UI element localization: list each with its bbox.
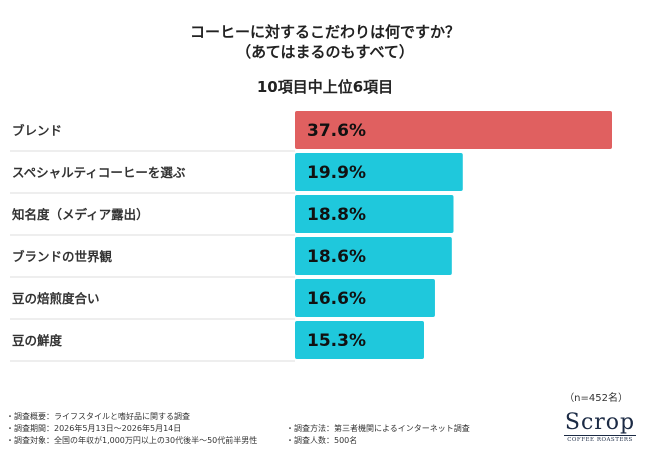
value-label: 37.6% [307, 121, 366, 141]
brand-logo: Scrop COFFEE ROASTERS [560, 412, 640, 446]
brand-logo-tagline: COFFEE ROASTERS [564, 435, 636, 443]
value-label: 16.6% [307, 289, 366, 309]
survey-note: ・調査方法：第三者機関によるインターネット調査 [286, 424, 470, 433]
value-label: 19.9% [307, 163, 366, 183]
bar [295, 237, 452, 275]
category-label: 豆の鮮度 [12, 333, 63, 348]
category-label: ブレンド [12, 123, 62, 138]
chart-title-line1: コーヒーに対するこだわりは何ですか？ [189, 23, 460, 41]
bar [295, 321, 424, 359]
chart-title-line2: （あてはまるのもすべて） [236, 43, 414, 61]
bar [295, 153, 463, 191]
chart-title: コーヒーに対するこだわりは何ですか？ （あてはまるのもすべて） [0, 22, 650, 62]
bar [295, 195, 454, 233]
category-label: スペシャルティコーヒーを選ぶ [12, 165, 186, 180]
value-label: 18.8% [307, 205, 366, 225]
survey-notes-left: ・調査概要：ライフスタイルと嗜好品に関する調査 ・調査期間：2026年5月13日… [6, 411, 257, 447]
survey-note: ・調査人数：500名 [286, 436, 358, 445]
category-label: ブランドの世界観 [12, 249, 113, 264]
brand-logo-name: Scrop [564, 410, 636, 435]
category-label: 豆の焙煎度合い [12, 291, 100, 306]
bar [295, 279, 435, 317]
survey-note: ・調査概要：ライフスタイルと嗜好品に関する調査 [6, 412, 190, 421]
value-label: 18.6% [307, 247, 366, 267]
sample-size: （n=452名） [564, 393, 628, 404]
value-label: 15.3% [307, 331, 366, 351]
survey-note: ・調査対象：全国の年収が1,000万円以上の30代後半〜50代前半男性 [6, 436, 258, 445]
survey-note: ・調査期間：2026年5月13日〜2026年5月14日 [6, 424, 182, 433]
bar [295, 111, 612, 149]
chart-subtitle: 10項目中上位6項目 [256, 78, 394, 96]
survey-notes-right: ・調査方法：第三者機関によるインターネット調査 ・調査人数：500名 [286, 423, 470, 447]
category-label: 知名度（メディア露出） [11, 207, 149, 222]
